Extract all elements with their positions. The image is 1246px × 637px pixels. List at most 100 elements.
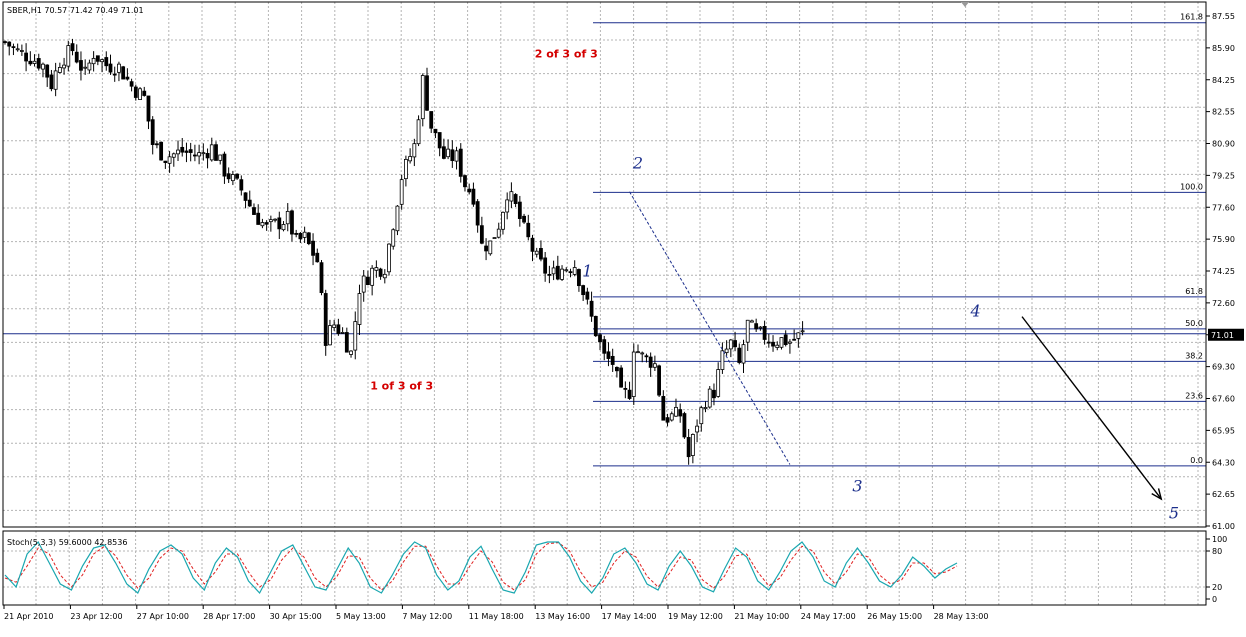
stochastic-y-tick-label: 20 [1212,583,1222,592]
candle-body [652,363,657,368]
candle-body [3,41,7,43]
y-axis-tick-label: 77.60 [1212,203,1235,212]
candle-body [323,293,328,346]
candle-body [471,188,476,205]
candle-body [100,59,104,63]
candle-body [239,179,244,191]
x-axis-tick-label: 27 Apr 10:00 [137,612,189,621]
candle-body [450,149,455,162]
x-axis-tick-label: 30 Apr 15:00 [270,612,322,621]
y-axis-tick-label: 87.55 [1212,12,1235,21]
candle-body [332,324,337,328]
wave-label-1: 1 [582,261,592,280]
candle-body [513,194,518,204]
candle-body [49,74,54,90]
candle-body [792,338,797,341]
candle-body [745,319,750,343]
candle-body [416,119,421,145]
candle-body [568,271,573,274]
y-axis-tick-label: 62.65 [1212,490,1235,499]
candle-body [387,243,391,273]
candle-body [121,66,126,80]
candle-body [585,291,590,300]
candle-body [648,356,653,368]
candle-body [463,175,467,188]
candle-body [517,201,522,219]
candle-body [420,75,425,120]
x-axis-tick-label: 19 May 12:00 [668,612,723,621]
candle-body [762,325,767,340]
fibonacci-retracement[interactable]: 161.8 100.0 61.8 50.0 38.2 23.6 0.0 [3,13,1206,467]
candle-body [302,231,307,238]
candle-body [581,285,586,296]
candle-body [226,173,231,180]
stochastic-y-tick-label: 80 [1212,547,1222,556]
candle-body [758,326,763,329]
candle-body [501,211,505,230]
fib-level-label: 23.6 [1185,391,1203,400]
candle-body [315,252,320,263]
candle-body [188,149,193,153]
candle-body [699,407,704,425]
candle-body [530,237,535,252]
candle-body [408,156,413,162]
candle-body [11,46,16,49]
candle-body [403,158,408,180]
candle-body [218,154,223,161]
drawings[interactable]: 1 2 3 4 5 2 of 3 of 3 1 of 3 of 3 [370,47,1179,522]
stochastic-label: Stoch(5,3,3) 59.6000 42.8536 [7,538,127,547]
fib-level-label: 61.8 [1185,287,1203,296]
x-axis-tick-label: 11 May 18:00 [469,612,524,621]
candle-body [754,323,759,330]
wave-label-2: 2 [632,154,643,173]
wave-label-3: 3 [852,476,862,495]
candle-body [252,207,256,215]
candle-body [750,320,754,323]
candle-body [222,153,227,177]
fib-level-label: 161.8 [1180,13,1203,22]
candle-body [458,148,463,177]
candle-body [340,332,345,334]
y-axis-tick-label: 69.30 [1212,363,1235,372]
candle-body [678,409,683,417]
candle-body [374,267,379,271]
candle-body [695,425,699,433]
candles [3,38,805,465]
candle-body [328,325,332,346]
candle-body [230,174,235,182]
candle-body [184,150,189,153]
candle-body [192,154,197,157]
wave-label-5: 5 [1169,503,1179,522]
candle-body [800,330,805,333]
candle-body [534,250,539,255]
candle-body [146,95,151,122]
candle-body [564,269,569,272]
candle-body [577,269,581,287]
candle-body [167,156,172,164]
candle-body [264,222,269,225]
candle-body [57,67,62,73]
x-axis-tick-label: 13 May 16:00 [535,612,590,621]
candle-body [382,273,387,279]
projection-arrow-head [1151,488,1163,501]
candle-body [479,225,484,244]
candle-body [724,348,729,354]
candle-body [336,324,341,334]
candle-body [129,81,134,87]
candle-body [306,232,311,245]
candle-body [674,406,678,417]
candle-body [349,350,353,355]
candle-body [775,344,780,348]
candle-body [370,267,375,286]
candle-body [150,119,155,145]
y-axis-tick-label: 85.90 [1212,44,1235,53]
candle-body [155,143,159,146]
candle-body [412,143,417,158]
candle-body [543,257,548,274]
candle-body [344,332,349,353]
stochastic-y-tick-label: 100 [1212,535,1227,544]
candle-body [441,146,446,159]
